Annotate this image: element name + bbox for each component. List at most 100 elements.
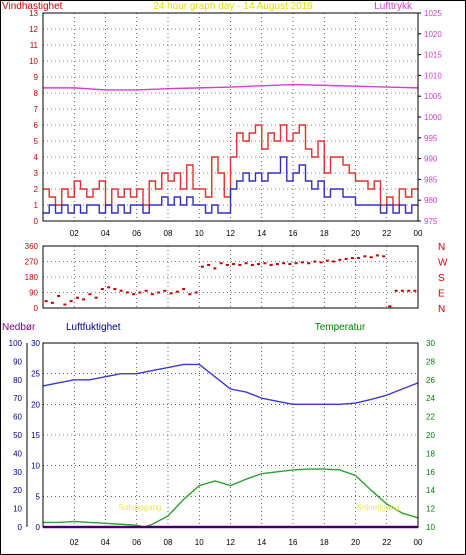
direction-plot-frame (42, 245, 419, 309)
direction-point (307, 262, 311, 265)
rain-tick-label: 60 (13, 413, 22, 422)
x-tick-label: 14 (257, 229, 266, 238)
wind-tick-label: 2 (34, 185, 39, 194)
direction-point (238, 263, 242, 266)
compass-tick-label: E (438, 289, 445, 300)
direction-point (194, 291, 198, 294)
x-tick-label: 12 (226, 229, 235, 238)
bottom-x-tick-label: 12 (226, 538, 235, 547)
direction-point (63, 303, 67, 306)
wind-tick-label: 0 (34, 217, 39, 226)
pressure-tick-label: 1020 (424, 30, 442, 39)
pressure-series-line (43, 83, 419, 91)
direction-point (319, 261, 323, 264)
humidity-tick-label: 15 (31, 431, 40, 440)
direction-point (332, 260, 336, 263)
humidity-tick-label: 10 (31, 462, 40, 471)
rain-tick-label: 0 (18, 523, 23, 532)
bottom-x-tick-label: 02 (70, 538, 79, 547)
direction-point (275, 263, 279, 266)
direction-point (232, 263, 236, 266)
direction-point (294, 262, 298, 265)
rain-tick-label: 10 (13, 505, 22, 514)
bottom-x-tick-label: 10 (195, 538, 204, 547)
direction-point (350, 257, 354, 260)
compass-tick-label: S (438, 273, 445, 284)
direction-point (413, 289, 417, 292)
direction-tick-label: 90 (29, 289, 38, 298)
temperature-tick-label: 14 (426, 486, 435, 495)
pressure-tick-label: 980 (424, 196, 438, 205)
wind-tick-label: 9 (34, 73, 39, 82)
rain-axis-title: Nedbør (2, 322, 36, 333)
direction-tick-label: 360 (25, 242, 39, 251)
wind-tick-label: 8 (34, 89, 39, 98)
direction-point (375, 254, 379, 257)
temperature-tick-label: 10 (426, 523, 435, 532)
sunset-label: Solnedgang (357, 503, 400, 512)
direction-tick-label: 270 (25, 258, 39, 267)
direction-point (138, 291, 142, 294)
x-tick-label: 16 (289, 229, 298, 238)
x-tick-label: 02 (70, 229, 79, 238)
wind-tick-label: 13 (29, 9, 38, 18)
wind-tick-label: 12 (29, 25, 38, 34)
pressure-tick-label: 985 (424, 175, 438, 184)
direction-point (107, 286, 111, 289)
direction-point (213, 267, 217, 270)
direction-point (150, 293, 154, 296)
direction-point (175, 290, 179, 293)
bottom-x-tick-label: 04 (101, 538, 110, 547)
pressure-tick-label: 975 (424, 217, 438, 226)
chart-title: 24 hour graph day - 14 August 2019 (153, 1, 313, 12)
direction-point (282, 262, 286, 265)
direction-point (325, 259, 329, 262)
temperature-tick-label: 30 (426, 339, 435, 348)
bottom-x-tick-label: 20 (351, 538, 360, 547)
rain-tick-label: 100 (9, 339, 23, 348)
direction-point (207, 263, 211, 266)
humidity-tick-label: 5 (36, 492, 41, 501)
gust-series-line (43, 156, 418, 214)
direction-point (82, 298, 86, 301)
humidity-tick-label: 25 (31, 370, 40, 379)
pressure-tick-label: 995 (424, 134, 438, 143)
rain-tick-label: 80 (13, 376, 22, 385)
humidity-tick-label: 0 (36, 523, 41, 532)
wind-tick-label: 1 (34, 201, 39, 210)
direction-point (382, 255, 386, 258)
direction-tick-label: 0 (34, 304, 39, 313)
rain-tick-label: 30 (13, 468, 22, 477)
bottom-x-tick-label: 08 (164, 538, 173, 547)
temperature-tick-label: 20 (426, 431, 435, 440)
direction-point (132, 293, 136, 296)
direction-point (69, 300, 73, 303)
direction-point (125, 291, 129, 294)
direction-point (44, 300, 48, 303)
x-tick-label: 04 (101, 229, 110, 238)
wind-plot-frame (42, 12, 419, 222)
rain-tick-label: 50 (13, 431, 22, 440)
bottom-x-tick-label: 06 (132, 538, 141, 547)
direction-point (50, 301, 54, 304)
humidity-series-line (42, 363, 419, 406)
direction-point (363, 255, 367, 258)
direction-point (313, 260, 317, 263)
direction-point (288, 263, 292, 266)
temperature-tick-label: 24 (426, 394, 435, 403)
direction-point (357, 257, 361, 260)
temperature-series-line (43, 468, 419, 528)
wind-tick-label: 6 (34, 121, 39, 130)
temperature-tick-label: 18 (426, 449, 435, 458)
wind-tick-label: 4 (34, 153, 39, 162)
direction-point (244, 262, 248, 265)
pressure-tick-label: 1000 (424, 113, 442, 122)
humidity-axis-title: Luftfuktighet (66, 322, 121, 333)
bottom-x-tick-label: 00 (414, 538, 423, 547)
compass-tick-label: W (438, 258, 448, 269)
direction-point (182, 288, 186, 291)
pressure-tick-label: 1015 (424, 51, 442, 60)
humidity-tick-label: 20 (31, 400, 40, 409)
